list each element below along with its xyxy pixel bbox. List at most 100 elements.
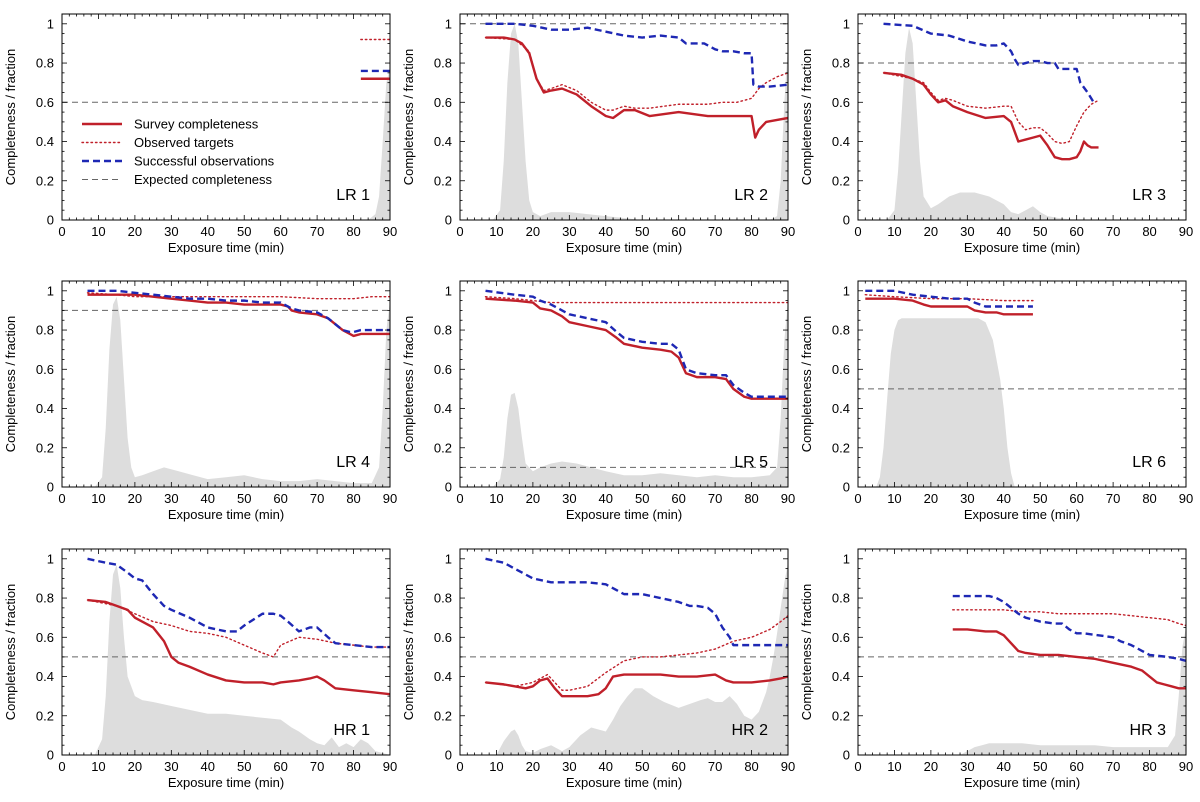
x-tick-label: 0	[58, 759, 65, 774]
y-tick-label: 0	[843, 748, 850, 763]
x-tick-label: 10	[489, 759, 503, 774]
panel-label: LR 2	[734, 187, 768, 204]
x-tick-label: 60	[1069, 491, 1083, 506]
legend-label-expected: Expected completeness	[134, 172, 273, 187]
axis-ticks	[857, 14, 1187, 221]
panel-label: HR 3	[1130, 722, 1167, 739]
x-axis-label: Exposure time (min)	[566, 240, 682, 255]
successful-observations-line	[485, 289, 788, 398]
x-tick-label: 90	[1179, 224, 1193, 239]
y-tick-label: 0.4	[832, 134, 850, 149]
x-tick-label: 0	[456, 759, 463, 774]
x-tick-label: 40	[599, 224, 613, 239]
y-tick-label: 0	[445, 748, 452, 763]
panel-label: HR 2	[732, 722, 769, 739]
x-tick-label: 80	[346, 491, 360, 506]
x-tick-label: 80	[1142, 491, 1156, 506]
y-tick-label: 1	[445, 551, 452, 566]
y-tick-label: 0.6	[832, 362, 850, 377]
y-tick-label: 0.6	[832, 630, 850, 645]
x-tick-label: 0	[854, 759, 861, 774]
x-tick-label: 30	[562, 224, 576, 239]
panel-label: HR 1	[334, 722, 371, 739]
y-axis-label: Completeness / fraction	[799, 316, 814, 453]
survey-completeness-line	[485, 36, 788, 139]
y-tick-label: 0	[47, 213, 54, 228]
x-tick-label: 90	[781, 759, 795, 774]
axis-ticks	[61, 549, 391, 756]
x-axis-label: Exposure time (min)	[566, 507, 682, 522]
x-tick-label: 40	[599, 491, 613, 506]
panel-label: LR 4	[336, 454, 370, 471]
x-tick-label: 60	[671, 224, 685, 239]
y-axis-label: Completeness / fraction	[3, 49, 18, 186]
y-tick-label: 1	[47, 283, 54, 298]
panel-label: LR 1	[336, 187, 370, 204]
x-tick-label: 30	[164, 491, 178, 506]
panel-label: LR 5	[734, 454, 768, 471]
x-tick-label: 50	[635, 224, 649, 239]
x-tick-label: 70	[1106, 759, 1120, 774]
y-axis-label: Completeness / fraction	[401, 316, 416, 453]
x-tick-label: 80	[346, 224, 360, 239]
legend-label-successful: Successful observations	[134, 154, 275, 169]
x-tick-label: 40	[997, 759, 1011, 774]
x-tick-label: 10	[887, 759, 901, 774]
x-tick-label: 50	[237, 759, 251, 774]
x-tick-label: 80	[744, 491, 758, 506]
x-tick-label: 20	[924, 491, 938, 506]
y-tick-label: 0.4	[832, 401, 850, 416]
x-axis-label: Exposure time (min)	[964, 775, 1080, 790]
exposure-distribution-area	[496, 562, 788, 755]
y-tick-label: 1	[47, 16, 54, 31]
y-tick-label: 1	[843, 551, 850, 566]
x-tick-label: 80	[1142, 224, 1156, 239]
y-axis-label: Completeness / fraction	[401, 584, 416, 721]
panel-hr-1: 0 10 20 30 40 50 60 70 80 90 0 0.2 0.4 0.6 0.8 1 Exposur…	[3, 548, 397, 790]
x-tick-label: 40	[997, 224, 1011, 239]
x-tick-label: 50	[1033, 224, 1047, 239]
y-tick-label: 0.6	[434, 95, 452, 110]
successful-observations-line	[485, 557, 788, 647]
y-tick-label: 0.2	[434, 708, 452, 723]
exposure-distribution-area	[368, 66, 390, 220]
survey-completeness-line	[952, 628, 1186, 690]
x-tick-label: 10	[887, 491, 901, 506]
x-tick-label: 30	[164, 224, 178, 239]
axis-ticks	[857, 281, 1187, 488]
y-tick-label: 0.2	[434, 173, 452, 188]
x-tick-label: 60	[1069, 224, 1083, 239]
y-tick-label: 0.4	[434, 401, 452, 416]
observed-targets-line	[86, 292, 390, 300]
y-axis-label: Completeness / fraction	[3, 584, 18, 721]
plot-frame	[459, 280, 789, 488]
x-tick-label: 40	[599, 759, 613, 774]
y-tick-label: 0.8	[36, 323, 54, 338]
survey-completeness-line	[865, 297, 1033, 316]
y-tick-label: 0.8	[832, 591, 850, 606]
x-tick-label: 80	[346, 759, 360, 774]
x-tick-label: 50	[1033, 759, 1047, 774]
x-tick-label: 70	[310, 759, 324, 774]
x-tick-label: 20	[128, 759, 142, 774]
x-tick-label: 90	[383, 491, 397, 506]
y-tick-label: 0	[843, 480, 850, 495]
y-tick-label: 1	[47, 551, 54, 566]
successful-observations-line	[87, 557, 390, 649]
exposure-distribution-area	[876, 318, 1015, 487]
x-tick-label: 30	[164, 759, 178, 774]
x-tick-label: 50	[237, 224, 251, 239]
x-tick-label: 40	[201, 224, 215, 239]
x-tick-label: 80	[744, 759, 758, 774]
x-tick-label: 40	[201, 759, 215, 774]
y-tick-label: 0.4	[36, 134, 54, 149]
y-tick-label: 0.2	[832, 708, 850, 723]
y-tick-label: 0.2	[434, 440, 452, 455]
y-tick-label: 0.6	[434, 630, 452, 645]
x-tick-label: 70	[708, 224, 722, 239]
y-tick-label: 0.4	[36, 401, 54, 416]
axis-ticks	[61, 281, 391, 488]
plot-frame	[857, 280, 1187, 488]
x-axis-label: Exposure time (min)	[168, 507, 284, 522]
survey-completeness-line	[87, 293, 390, 338]
